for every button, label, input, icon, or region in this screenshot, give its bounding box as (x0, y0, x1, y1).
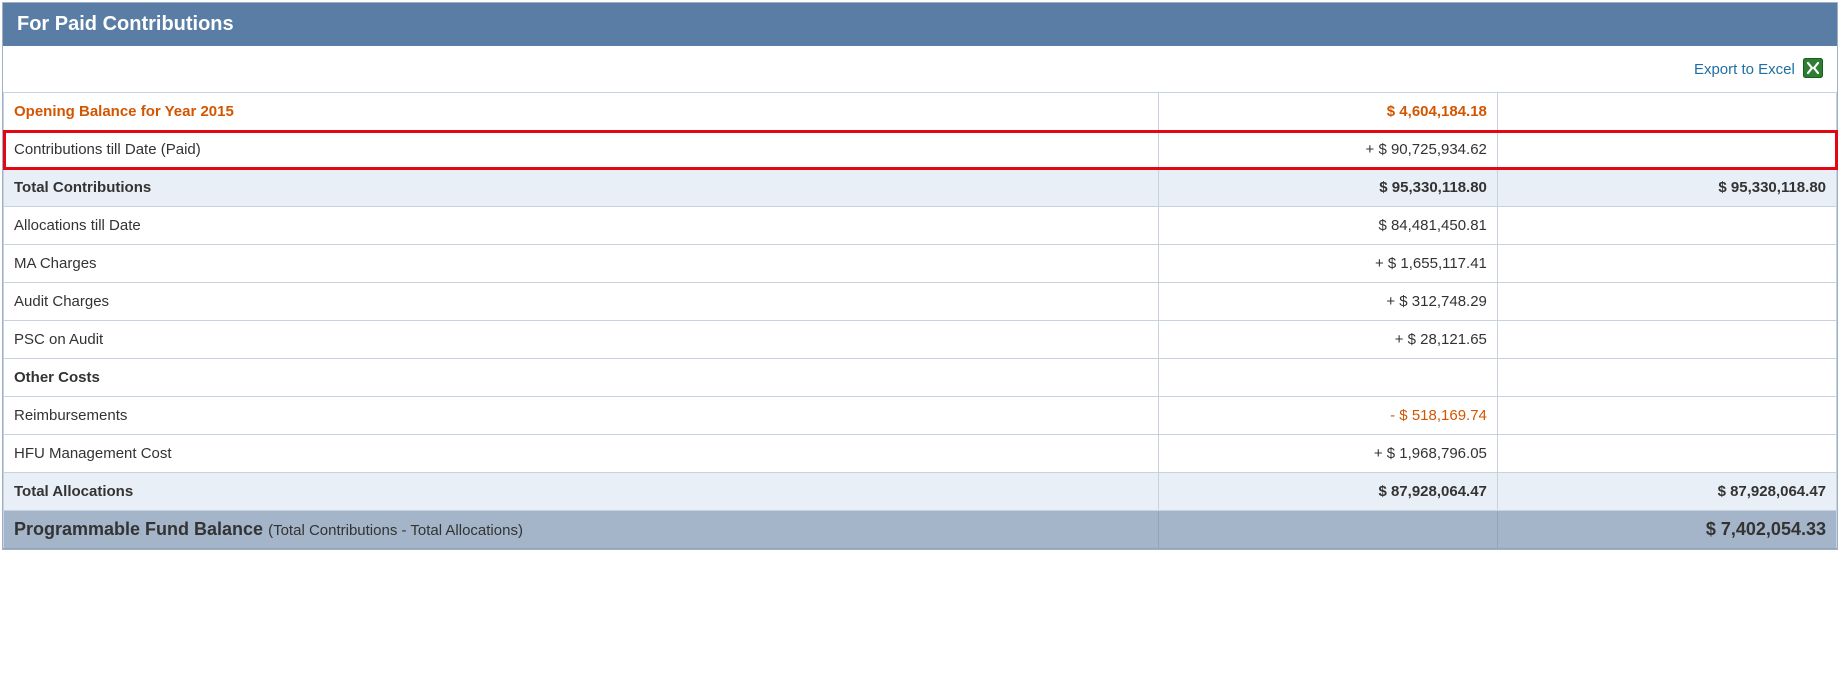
export-label: Export to Excel (1694, 61, 1795, 78)
export-bar: Export to Excel (3, 46, 1837, 92)
cell-label: Programmable Fund Balance (Total Contrib… (4, 511, 1159, 549)
cell-label: Other Costs (4, 359, 1159, 397)
export-to-excel-link[interactable]: Export to Excel (1694, 61, 1823, 78)
cell-val2 (1497, 321, 1836, 359)
row-programmable-fund-balance: Programmable Fund Balance (Total Contrib… (4, 511, 1837, 549)
row-audit-charges: Audit Charges + $ 312,748.29 (4, 283, 1837, 321)
cell-val2: $ 87,928,064.47 (1497, 473, 1836, 511)
row-opening-balance: Opening Balance for Year 2015 $ 4,604,18… (4, 93, 1837, 131)
cell-label: PSC on Audit (4, 321, 1159, 359)
row-other-costs: Other Costs (4, 359, 1837, 397)
cell-label: Total Contributions (4, 169, 1159, 207)
cell-val2: $ 95,330,118.80 (1497, 169, 1836, 207)
cell-val1: + $ 1,968,796.05 (1158, 435, 1497, 473)
panel-title: For Paid Contributions (3, 3, 1837, 46)
final-label: Programmable Fund Balance (14, 519, 263, 539)
cell-label: HFU Management Cost (4, 435, 1159, 473)
row-psc-on-audit: PSC on Audit + $ 28,121.65 (4, 321, 1837, 359)
cell-val1: + $ 1,655,117.41 (1158, 245, 1497, 283)
final-note: (Total Contributions - Total Allocations… (268, 522, 523, 539)
cell-val1: + $ 90,725,934.62 (1158, 131, 1497, 169)
row-allocations-till-date: Allocations till Date $ 84,481,450.81 (4, 207, 1837, 245)
cell-val2 (1497, 359, 1836, 397)
cell-val1: $ 4,604,184.18 (1158, 93, 1497, 131)
row-hfu-management-cost: HFU Management Cost + $ 1,968,796.05 (4, 435, 1837, 473)
cell-label: Audit Charges (4, 283, 1159, 321)
row-ma-charges: MA Charges + $ 1,655,117.41 (4, 245, 1837, 283)
cell-val2 (1497, 245, 1836, 283)
cell-val1: $ 95,330,118.80 (1158, 169, 1497, 207)
cell-val1: $ 84,481,450.81 (1158, 207, 1497, 245)
cell-val1: $ 87,928,064.47 (1158, 473, 1497, 511)
cell-val2 (1497, 131, 1836, 169)
cell-val2 (1497, 93, 1836, 131)
row-total-contributions: Total Contributions $ 95,330,118.80 $ 95… (4, 169, 1837, 207)
cell-label: MA Charges (4, 245, 1159, 283)
cell-val1: + $ 312,748.29 (1158, 283, 1497, 321)
cell-label: Opening Balance for Year 2015 (4, 93, 1159, 131)
cell-label: Total Allocations (4, 473, 1159, 511)
cell-label: Reimbursements (4, 397, 1159, 435)
fund-table: Opening Balance for Year 2015 $ 4,604,18… (3, 92, 1837, 549)
cell-val2 (1497, 207, 1836, 245)
cell-val2 (1497, 283, 1836, 321)
cell-val1: - $ 518,169.74 (1158, 397, 1497, 435)
row-reimbursements: Reimbursements - $ 518,169.74 (4, 397, 1837, 435)
cell-val2 (1497, 397, 1836, 435)
paid-contributions-panel: For Paid Contributions Export to Excel O… (2, 2, 1838, 550)
cell-val1: + $ 28,121.65 (1158, 321, 1497, 359)
cell-val1 (1158, 511, 1497, 549)
cell-val2 (1497, 435, 1836, 473)
cell-val1 (1158, 359, 1497, 397)
excel-icon (1803, 58, 1823, 82)
row-contributions-paid: Contributions till Date (Paid) + $ 90,72… (4, 131, 1837, 169)
row-total-allocations: Total Allocations $ 87,928,064.47 $ 87,9… (4, 473, 1837, 511)
cell-label: Allocations till Date (4, 207, 1159, 245)
cell-val2: $ 7,402,054.33 (1497, 511, 1836, 549)
cell-label: Contributions till Date (Paid) (4, 131, 1159, 169)
